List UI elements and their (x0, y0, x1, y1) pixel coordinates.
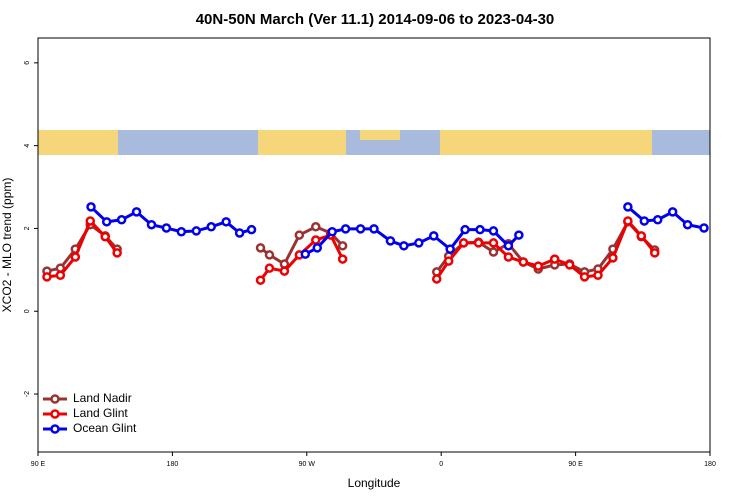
point (431, 274, 442, 284)
point (503, 252, 514, 262)
point (191, 226, 202, 236)
point (337, 241, 348, 251)
x-tick-label: 90 E (31, 461, 46, 468)
point (385, 236, 396, 246)
point (639, 216, 650, 226)
map-land (360, 130, 400, 140)
y-tick-label: -2 (24, 391, 31, 397)
point (488, 238, 499, 248)
point (131, 207, 142, 217)
map-land (38, 130, 118, 155)
point (355, 224, 366, 234)
map-land (258, 130, 346, 155)
point (246, 224, 257, 235)
point (86, 202, 96, 212)
point (116, 214, 127, 225)
plot-frame (37, 37, 711, 453)
point (300, 249, 311, 259)
chart-title: 40N-50N March (Ver 11.1) 2014-09-06 to 2… (196, 11, 555, 28)
point (488, 247, 499, 257)
point (100, 231, 110, 242)
point (445, 244, 455, 254)
point (101, 217, 112, 227)
legend-label: Ocean Glint (73, 421, 137, 435)
legend-marker (50, 409, 60, 419)
y-tick-label: 4 (24, 144, 31, 148)
point (414, 238, 424, 248)
point (311, 222, 321, 232)
map-land (540, 130, 652, 155)
point (428, 231, 439, 241)
map-land (440, 130, 540, 155)
point (55, 270, 66, 280)
x-tick-label: 180 (704, 461, 716, 468)
x-tick-label: 90 W (299, 461, 316, 468)
legend-label: Land Nadir (73, 391, 132, 405)
y-tick-label: 2 (24, 226, 31, 230)
point (264, 250, 275, 260)
point (206, 222, 216, 232)
point (337, 254, 348, 264)
point (255, 243, 266, 253)
x-tick-label: 0 (439, 461, 443, 468)
point (564, 260, 575, 270)
point (475, 224, 485, 235)
point (593, 270, 603, 280)
point (443, 256, 454, 266)
point (652, 214, 663, 225)
point (70, 252, 81, 262)
legend-marker (50, 424, 60, 434)
point (623, 216, 633, 226)
point (327, 227, 337, 237)
point (312, 243, 323, 253)
point (533, 261, 544, 271)
point (311, 235, 321, 245)
point (294, 230, 305, 240)
point (579, 272, 590, 282)
point (518, 257, 529, 267)
y-axis-label: XCO2 - MLO trend (ppm) (0, 178, 14, 313)
point (161, 223, 172, 233)
point (458, 238, 469, 248)
point (488, 226, 499, 236)
point (460, 224, 470, 235)
point (255, 275, 266, 285)
point (176, 227, 187, 237)
point (699, 223, 709, 233)
point (42, 272, 52, 282)
point (369, 224, 379, 234)
y-tick-label: 0 (24, 309, 31, 313)
point (608, 253, 618, 263)
point (221, 217, 231, 227)
point (473, 238, 484, 248)
point (636, 231, 647, 241)
x-axis-label: Longitude (348, 476, 401, 490)
legend-marker (50, 394, 60, 404)
map-strip (38, 130, 710, 155)
point (623, 202, 633, 212)
point (667, 207, 678, 217)
point (340, 224, 351, 234)
point (549, 254, 560, 264)
point (112, 248, 122, 258)
point (399, 241, 409, 251)
point (514, 230, 524, 240)
point (503, 241, 514, 251)
point (682, 219, 693, 230)
point (85, 216, 96, 226)
point (146, 219, 157, 230)
x-tick-label: 180 (167, 461, 179, 468)
point (264, 263, 275, 273)
legend-label: Land Glint (73, 406, 128, 420)
point (279, 266, 290, 276)
y-tick-label: 6 (24, 61, 31, 65)
point (234, 228, 245, 238)
point (649, 248, 660, 258)
x-tick-label: 90 E (568, 461, 583, 468)
